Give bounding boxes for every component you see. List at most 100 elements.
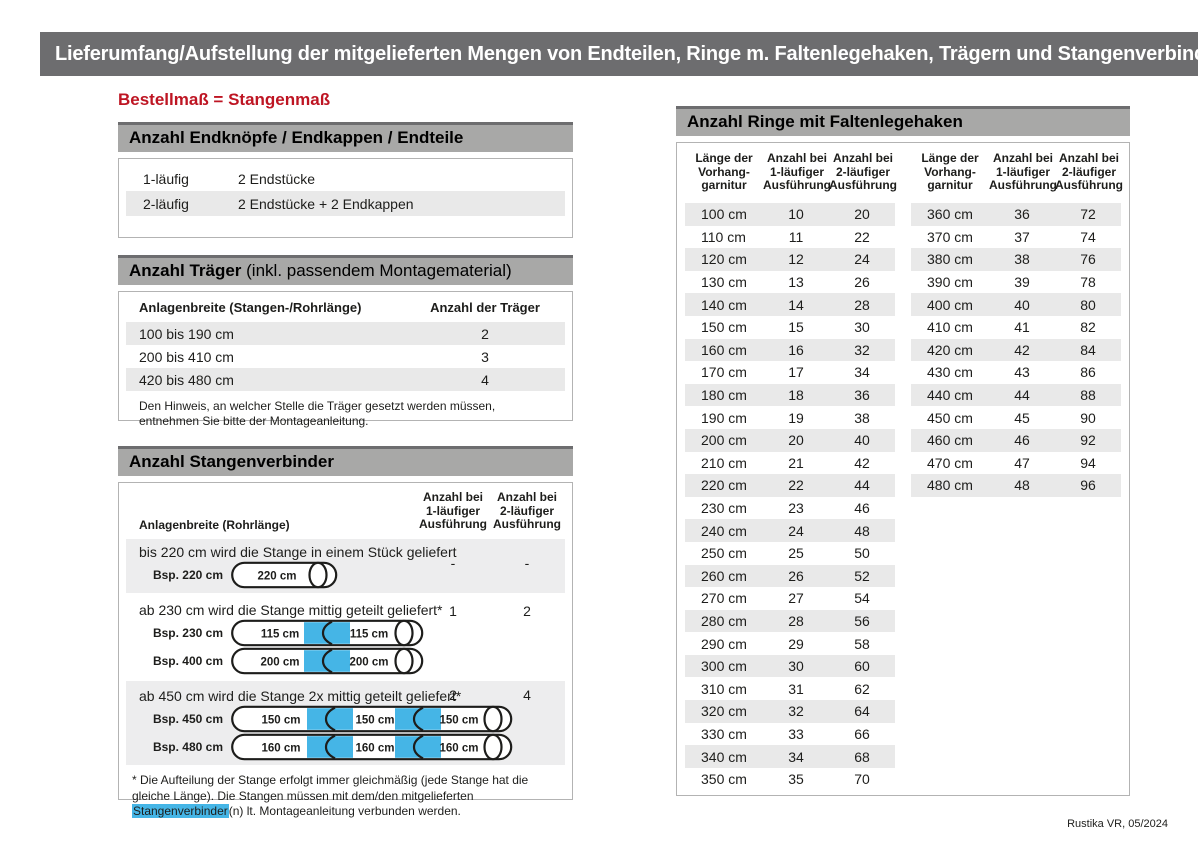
stangenverbinder-table: Anlagenbreite (Rohrlänge) Anzahl bei 1-l… [118,482,573,818]
table-cell: 430 cm [927,364,973,381]
table-cell: 40 [854,432,870,449]
rod-diagram-450: Bsp. 450 cm 150 cm 150 cm 150 cm [126,705,565,733]
table-cell: 94 [1080,454,1096,471]
table-cell: 400 cm [927,296,973,313]
table-cell: 54 [854,590,870,607]
table-cell: 96 [1080,477,1096,494]
table-cell: 320 cm [701,703,747,720]
section-header-stangenverbinder: Anzahl Stangenverbinder [118,446,573,476]
table-row: 200 cm 20 40 [685,428,895,452]
rod-diagram-400: Bsp. 400 cm 200 cm 200 cm [126,647,565,675]
rod-connector [307,708,353,730]
rod-segment-label: 200 cm [260,657,299,669]
table-cell: 60 [854,658,870,675]
table-row: 310 cm 31 62 [685,677,895,700]
rod-segment-label: 220 cm [257,571,296,583]
rod-connector [395,708,441,730]
ring-table-left: Länge der Vorhang-garnitur Anzahl bei 1-… [677,143,903,795]
table-cell: 42 [1014,341,1030,358]
table-cell: 14 [788,296,804,313]
table-cell: 330 cm [701,725,747,742]
table-row: 120 cm 12 24 [685,248,895,271]
value-1-laeufig: 1 [449,603,457,619]
rod-illustration-2-piece: 115 cm 115 cm [231,619,424,647]
footnote-highlight: Stangenverbinder [132,804,229,818]
table-row: 300 cm 30 60 [685,654,895,678]
table-cell: 22 [788,477,804,494]
table-cell: 92 [1080,432,1096,449]
table-cell: 210 cm [701,454,747,471]
table-cell: 24 [854,251,870,268]
table-cell: 70 [854,771,870,788]
table-cell: 230 cm [701,500,747,517]
table-cell: 200 bis 410 cm [139,348,234,365]
rod-label: Bsp. 230 cm [152,626,223,640]
table-cell: 88 [1080,387,1096,404]
rod-connector [307,736,353,758]
table-cell: 26 [854,274,870,291]
table-cell: 38 [854,409,870,426]
table-row: 450 cm 45 90 [911,406,1121,429]
table-cell: 31 [788,680,804,697]
traeger-table-head: Anlagenbreite (Stangen-/Rohrlänge) Anzah… [126,292,565,322]
table-cell: 41 [1014,319,1030,336]
table-cell: 25 [788,545,804,562]
rod-illustration-3-piece: 150 cm 150 cm 150 cm [231,705,513,733]
table-cell: 350 cm [701,771,747,788]
section-subtitle: (inkl. passendem Montagematerial) [241,261,512,280]
table-cell: 43 [1014,364,1030,381]
table-cell: 340 cm [701,748,747,765]
table-cell: 37 [1014,228,1030,245]
table-cell: 15 [788,319,804,336]
table-cell: 78 [1080,274,1096,291]
table-row: 440 cm 44 88 [911,383,1121,407]
table-cell: 180 cm [701,387,747,404]
table-row: 290 cm 29 58 [685,632,895,655]
table-row: 100 cm 10 20 [685,203,895,226]
table-row: 280 cm 28 56 [685,609,895,633]
table-cell: 470 cm [927,454,973,471]
table-row: 320 cm 32 64 [685,700,895,723]
table-cell: 1-läufig [143,170,189,187]
footnote-text: (n) lt. Montageanleitung verbunden werde… [228,804,461,818]
value-2-laeufig: 4 [523,687,531,703]
table-cell: 13 [788,274,804,291]
table-cell: 44 [854,477,870,494]
table-row: 240 cm 24 48 [685,519,895,542]
rod-block-ab-450: ab 450 cm wird die Stange 2x mittig gete… [126,681,565,765]
table-row: 130 cm 13 26 [685,271,895,294]
table-cell: 420 cm [927,341,973,358]
table-row: 250 cm 25 50 [685,542,895,565]
rod-segment-label: 150 cm [355,715,394,727]
column-header-2-laeufig: Anzahl bei 2-läufiger Ausführung [493,490,561,531]
table-cell: 47 [1014,454,1030,471]
table-cell: 290 cm [701,635,747,652]
ring-rows-left: 100 cm 10 20 110 cm 11 22 120 cm 12 24 130 cm 13 26… [685,203,895,790]
table-cell: 66 [854,725,870,742]
page-title: Lieferumfang/Aufstellung der mitgeliefer… [40,32,1200,76]
column-header-1-laeufig: Anzahl bei 1-läufiger Ausführung [419,490,487,531]
table-cell: 28 [854,296,870,313]
table-row: 220 cm 22 44 [685,474,895,497]
table-row: 180 cm 18 36 [685,383,895,407]
traeger-table: Anlagenbreite (Stangen-/Rohrlänge) Anzah… [118,291,573,428]
column-header-laenge: Länge der Vorhang-garnitur [921,151,979,192]
column-header-anlagenbreite: Anlagenbreite (Stangen-/Rohrlänge) [139,299,362,315]
table-row: 2-läufig 2 Endstücke + 2 Endkappen [126,191,565,216]
rod-connector [304,622,350,644]
rod-segment-label: 115 cm [261,629,299,641]
value-2-laeufig: - [524,555,530,571]
table-cell: 3 [481,348,489,365]
section-title: Anzahl Träger [129,261,242,280]
table-row: 100 bis 190 cm 2 [126,322,565,345]
table-cell: 18 [788,387,804,404]
table-row: 390 cm 39 78 [911,271,1121,294]
table-cell: 260 cm [701,567,747,584]
table-cell: 20 [788,432,804,449]
rod-diagram-230: Bsp. 230 cm 115 cm 115 cm [126,619,565,647]
table-cell: 44 [1014,387,1030,404]
rod-block-ab-230: ab 230 cm wird die Stange mittig geteilt… [126,597,565,677]
column-header-2-laeufig: Anzahl bei 2-läufiger Ausführung [1055,151,1123,192]
table-row: 170 cm 17 34 [685,361,895,384]
column-header-laenge: Länge der Vorhang-garnitur [695,151,753,192]
